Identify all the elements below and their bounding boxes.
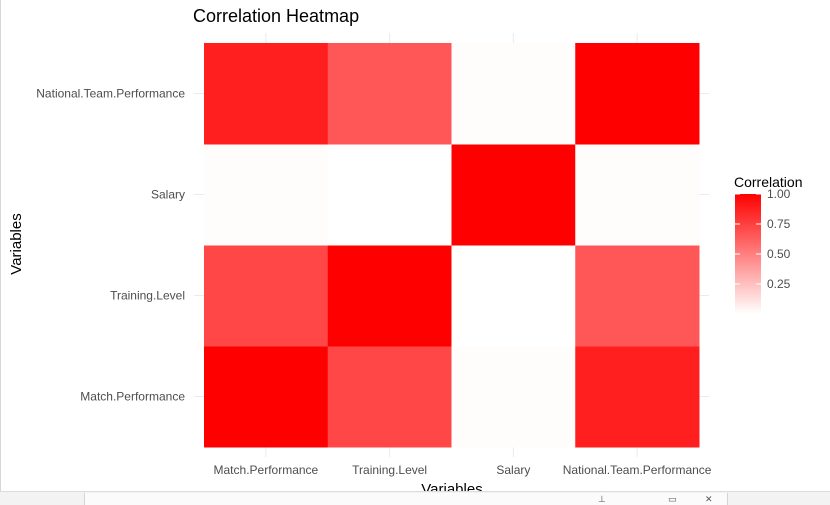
heatmap-cell	[451, 346, 576, 448]
window-edge	[0, 0, 1, 505]
y-tick-labels: Match.Performance Training.Level Salary Nat…	[36, 87, 185, 404]
y-tick-label: Salary	[151, 188, 185, 202]
heatmap-cell	[327, 144, 452, 246]
x-tick-label: National.Team.Performance	[563, 463, 712, 477]
cell-layer	[204, 43, 700, 448]
x-tick-label: Training.Level	[352, 463, 427, 477]
x-tick-label: Salary	[496, 463, 530, 477]
heatmap-cell	[327, 245, 452, 347]
heatmap-cell	[575, 346, 700, 448]
y-tick-label: Match.Performance	[80, 390, 185, 404]
heatmap-cell	[204, 346, 329, 448]
heatmap-cell	[204, 144, 329, 246]
y-tick-label: National.Team.Performance	[36, 87, 185, 101]
x-tick-labels: Match.Performance Training.Level Salary Nat…	[214, 463, 712, 477]
heatmap-cell	[327, 43, 452, 145]
restore-icon[interactable]: ▭	[668, 495, 677, 505]
legend-tick-label: 0.25	[767, 277, 791, 291]
legend-tick-label: 0.50	[767, 247, 791, 261]
heatmap-chart: Match.Performance Training.Level Salary Nat…	[8, 6, 802, 492]
heatmap-cell	[204, 43, 329, 145]
heatmap-cell	[204, 245, 329, 347]
legend: Correlation 1.00 0.75 0.50 0.25	[734, 174, 802, 314]
y-axis-title: Variables	[8, 213, 25, 274]
x-axis-title: Variables	[421, 481, 482, 492]
heatmap-cell	[575, 144, 700, 246]
heatmap-cell	[451, 43, 576, 145]
legend-tick-label: 0.75	[767, 217, 791, 231]
heatmap-cell	[575, 43, 700, 145]
heatmap-cell	[451, 144, 576, 246]
popout-icon[interactable]: ⊥	[598, 495, 606, 505]
chart-title: Correlation Heatmap	[193, 6, 359, 26]
y-tick-label: Training.Level	[110, 289, 185, 303]
x-tick-label: Match.Performance	[214, 463, 319, 477]
heatmap-cell	[575, 245, 700, 347]
close-icon[interactable]: ✕	[705, 495, 713, 505]
legend-tick-label: 1.00	[767, 187, 791, 201]
heatmap-cell	[327, 346, 452, 448]
legend-ticks: 1.00 0.75 0.50 0.25	[735, 187, 791, 291]
bottom-panel-tab[interactable]	[84, 493, 728, 505]
heatmap-cell	[451, 245, 576, 347]
legend-title: Correlation	[734, 174, 802, 190]
